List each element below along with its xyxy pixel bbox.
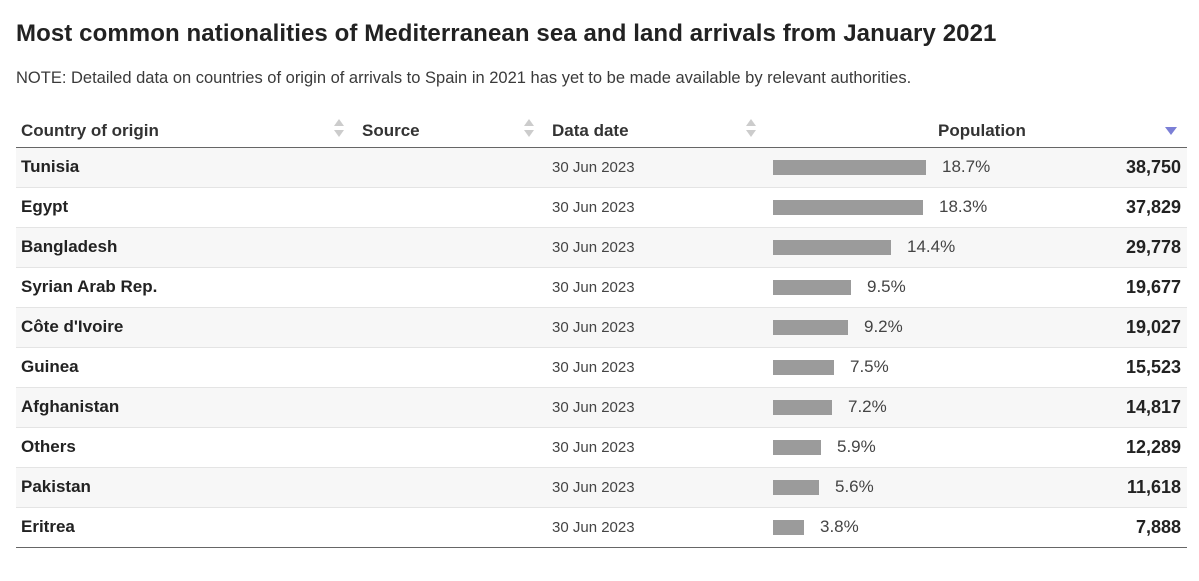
population-share-bar [773, 520, 804, 535]
country-cell: Afghanistan [21, 397, 120, 416]
population-value: 15,523 [1125, 357, 1181, 377]
population-share-label: 9.2% [864, 317, 903, 336]
table-row[interactable]: Tunisia 30 Jun 2023 18.7% 38,750 [16, 148, 1187, 188]
population-share-label: 3.8% [820, 517, 859, 536]
column-header-source[interactable]: Source [362, 121, 420, 140]
table-row[interactable]: Afghanistan 30 Jun 2023 7.2% 14,817 [16, 388, 1187, 428]
sort-descending-icon[interactable] [1165, 126, 1177, 148]
country-cell: Tunisia [21, 157, 80, 176]
country-cell: Bangladesh [21, 237, 118, 256]
population-value: 38,750 [1125, 157, 1181, 177]
population-share-bar [773, 480, 819, 495]
country-cell: Côte d'Ivoire [21, 317, 124, 336]
sort-date-icon[interactable] [746, 117, 756, 139]
table-row[interactable]: Pakistan 30 Jun 2023 5.6% 11,618 [16, 468, 1187, 508]
country-cell: Syrian Arab Rep. [21, 277, 158, 296]
date-cell: 30 Jun 2023 [552, 359, 635, 376]
column-header-date[interactable]: Data date [552, 121, 629, 140]
population-value: 12,289 [1125, 437, 1181, 457]
table-header: Country of origin Source Data date Popul… [16, 113, 1187, 148]
population-share-label: 5.6% [835, 477, 874, 496]
population-share-bar [773, 320, 848, 335]
date-cell: 30 Jun 2023 [552, 239, 635, 256]
population-share-bar [773, 360, 834, 375]
table-body: Tunisia 30 Jun 2023 18.7% 38,750 Egypt 30 Jun… [16, 148, 1187, 548]
nationalities-table: Country of origin Source Data date Popul… [16, 113, 1187, 548]
population-share-bar [773, 240, 891, 255]
population-share-bar [773, 200, 923, 215]
country-cell: Guinea [21, 357, 79, 376]
date-cell: 30 Jun 2023 [552, 519, 635, 536]
country-cell: Eritrea [21, 517, 75, 536]
table-row[interactable]: Others 30 Jun 2023 5.9% 12,289 [16, 428, 1187, 468]
population-share-label: 9.5% [867, 277, 906, 296]
table-row[interactable]: Eritrea 30 Jun 2023 3.8% 7,888 [16, 508, 1187, 548]
country-cell: Others [21, 437, 76, 456]
column-header-country[interactable]: Country of origin [21, 121, 159, 140]
date-cell: 30 Jun 2023 [552, 479, 635, 496]
population-share-label: 5.9% [837, 437, 876, 456]
table-row[interactable]: Guinea 30 Jun 2023 7.5% 15,523 [16, 348, 1187, 388]
table-row[interactable]: Bangladesh 30 Jun 2023 14.4% 29,778 [16, 228, 1187, 268]
population-share-label: 18.7% [942, 157, 991, 176]
date-cell: 30 Jun 2023 [552, 159, 635, 176]
date-cell: 30 Jun 2023 [552, 399, 635, 416]
population-value: 29,778 [1125, 237, 1181, 257]
date-cell: 30 Jun 2023 [552, 439, 635, 456]
population-value: 19,677 [1125, 277, 1181, 297]
population-share-bar [773, 440, 821, 455]
population-share-label: 7.2% [848, 397, 887, 416]
population-share-label: 14.4% [907, 237, 956, 256]
column-header-population[interactable]: Population [938, 121, 1026, 140]
date-cell: 30 Jun 2023 [552, 319, 635, 336]
population-value: 37,829 [1125, 197, 1181, 217]
population-share-label: 18.3% [939, 197, 988, 216]
sort-source-icon[interactable] [524, 117, 534, 139]
date-cell: 30 Jun 2023 [552, 279, 635, 296]
population-value: 11,618 [1126, 477, 1181, 497]
population-share-bar [773, 400, 832, 415]
sort-country-icon[interactable] [334, 117, 344, 139]
page-title: Most common nationalities of Mediterrane… [16, 20, 997, 47]
population-share-label: 7.5% [850, 357, 889, 376]
country-cell: Pakistan [21, 477, 91, 496]
data-note: NOTE: Detailed data on countries of orig… [16, 69, 912, 87]
population-share-bar [773, 280, 851, 295]
date-cell: 30 Jun 2023 [552, 199, 635, 216]
population-share-bar [773, 160, 926, 175]
population-value: 19,027 [1125, 317, 1181, 337]
population-value: 7,888 [1135, 517, 1181, 537]
table-row[interactable]: Egypt 30 Jun 2023 18.3% 37,829 [16, 188, 1187, 228]
table-row[interactable]: Côte d'Ivoire 30 Jun 2023 9.2% 19,027 [16, 308, 1187, 348]
table-row[interactable]: Syrian Arab Rep. 30 Jun 2023 9.5% 19,677 [16, 268, 1187, 308]
population-value: 14,817 [1125, 397, 1181, 417]
country-cell: Egypt [21, 197, 69, 216]
